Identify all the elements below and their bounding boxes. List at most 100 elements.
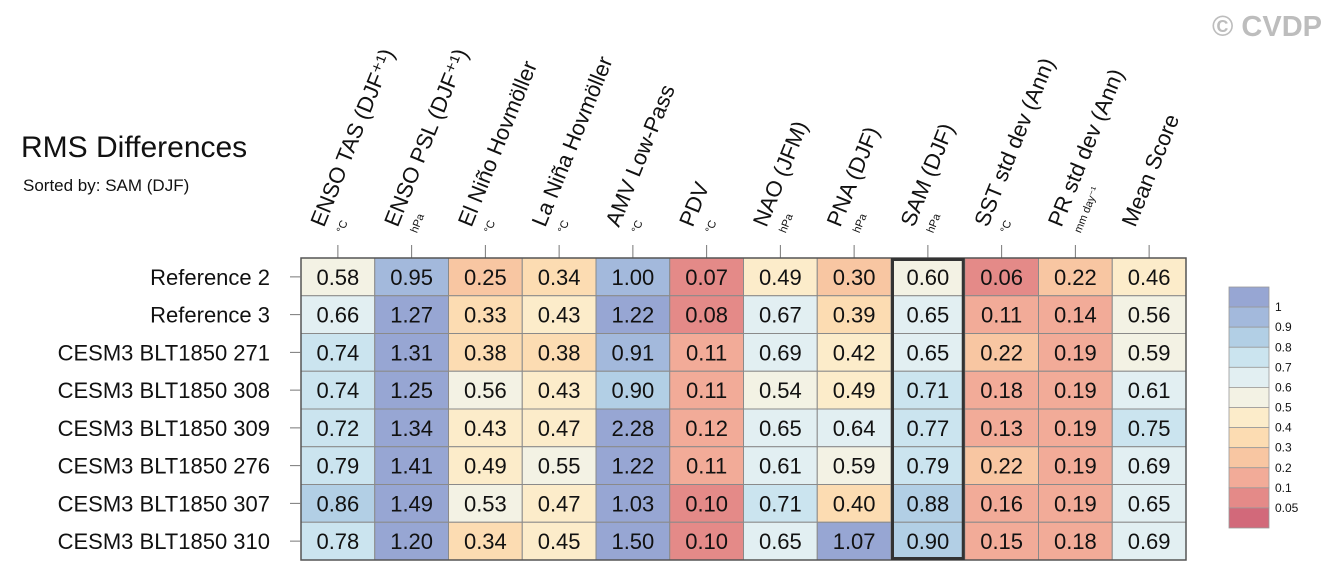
column-label: ENSO TAS (DJF⁺¹) [305, 45, 399, 230]
cell-value-label: 0.65 [906, 303, 949, 328]
colorbar-label: 0.2 [1275, 461, 1292, 475]
column-unit: °C [630, 219, 646, 235]
heatmap-cell [448, 446, 523, 485]
cell-value-label: 0.33 [464, 303, 507, 328]
cell-value-label: 0.22 [1054, 265, 1097, 290]
cell-value-label: 0.90 [611, 378, 654, 403]
highlighted-column-frame [891, 258, 965, 560]
heatmap-cell [1111, 295, 1187, 334]
cell-value-label: 0.79 [906, 454, 949, 479]
row-label: CESM3 BLT1850 271 [58, 340, 270, 365]
heatmap-cell [448, 484, 523, 523]
row-labels: Reference 2 Reference 3 CESM3 BLT1850 271 C… [58, 265, 301, 554]
heatmap-cell [669, 446, 744, 485]
cell-value-label: 0.34 [538, 265, 581, 290]
cell-value-label: 0.69 [759, 340, 802, 365]
column-label-group: NAO (JFM)hPa [748, 117, 813, 234]
cell-value-label: 0.78 [316, 529, 359, 554]
column-unit: hPa [851, 211, 870, 234]
heatmap-cell [964, 484, 1039, 523]
cell-value-label: 0.59 [833, 454, 876, 479]
cell-value-label: 0.71 [906, 378, 949, 403]
cell-value-label: 0.79 [316, 454, 359, 479]
cell-value-label: 0.69 [1128, 454, 1171, 479]
cell-value-label: 1.03 [611, 491, 654, 516]
column-unit: °C [335, 219, 351, 235]
cell-value-label: 1.41 [390, 454, 433, 479]
cell-value-label: 0.12 [685, 416, 728, 441]
column-labels: ENSO TAS (DJF⁺¹)°C ENSO PSL (DJF⁺¹)hPa El … [305, 45, 1184, 258]
heatmap-cell [1111, 446, 1187, 485]
heatmap-cell [448, 257, 523, 297]
cell-value-label: 0.65 [759, 416, 802, 441]
heatmap-cell [521, 295, 597, 334]
cell-value-label: 0.22 [980, 340, 1023, 365]
column-unit: °C [999, 219, 1015, 235]
cell-value-label: 0.61 [759, 454, 802, 479]
heatmap-cell [521, 521, 597, 561]
cell-value-label: 0.07 [685, 265, 728, 290]
column-label: La Niña Hovmöller [527, 53, 618, 230]
heatmap-cell [448, 295, 523, 334]
heatmap-cell [743, 257, 818, 297]
row-label: Reference 2 [150, 265, 270, 290]
heatmap-cell [1038, 370, 1113, 410]
cell-value-label: 0.18 [980, 378, 1023, 403]
colorbar-label: 0.4 [1275, 421, 1292, 435]
cell-value-label: 0.59 [1128, 340, 1171, 365]
cell-value-label: 0.47 [538, 491, 581, 516]
row-label: CESM3 BLT1850 309 [58, 416, 270, 441]
cell-value-label: 0.49 [464, 454, 507, 479]
heatmap-cell [816, 295, 892, 334]
cell-value-label: 0.75 [1128, 416, 1171, 441]
column-unit: °C [482, 219, 498, 235]
heatmap-cell [743, 446, 818, 485]
cell-value-label: 0.25 [464, 265, 507, 290]
cell-value-label: 1.31 [390, 340, 433, 365]
row-label: CESM3 BLT1850 276 [58, 454, 270, 479]
heatmap-cell [816, 408, 892, 448]
cell-value-label: 0.08 [685, 303, 728, 328]
cell-value-label: 0.34 [464, 529, 507, 554]
heatmap-cell [521, 257, 597, 297]
cell-value-label: 1.50 [611, 529, 654, 554]
heatmap-cell [890, 370, 966, 410]
colorbar-label: 0.8 [1275, 340, 1292, 354]
heatmap-cell [743, 295, 818, 334]
heatmap-cell [448, 370, 523, 410]
grid-frame [300, 257, 1187, 561]
cell-value-label: 1.34 [390, 416, 433, 441]
colorbar-label: 0.5 [1275, 401, 1292, 415]
colorbar-label: 0.3 [1275, 441, 1292, 455]
colorbar-label: 0.1 [1275, 481, 1292, 495]
cell-value-label: 0.19 [1054, 491, 1097, 516]
heatmap-cell [521, 484, 597, 523]
colorbar-swatch [1228, 487, 1270, 509]
cell-value-label: 0.15 [980, 529, 1023, 554]
column-unit: °C [556, 219, 572, 235]
heatmap-cell [374, 446, 449, 485]
chart-title: RMS Differences [21, 131, 247, 164]
row-label: CESM3 BLT1850 307 [58, 491, 270, 516]
heatmap-cell [669, 333, 744, 372]
cell-value-label: 0.43 [538, 303, 581, 328]
column-unit: hPa [409, 211, 428, 234]
cell-value-label: 0.49 [759, 265, 802, 290]
cell-value-label: 0.74 [316, 378, 359, 403]
heatmap-cell [816, 484, 892, 523]
heatmap-cell [669, 295, 744, 334]
heatmap-cell [374, 521, 449, 561]
cell-value-label: 0.53 [464, 491, 507, 516]
cell-value-label: 0.65 [1128, 491, 1171, 516]
cell-value-label: 0.19 [1054, 378, 1097, 403]
cell-value-label: 0.11 [686, 454, 727, 479]
cell-value-label: 1.00 [611, 265, 654, 290]
heatmap-cell [890, 295, 966, 334]
cell-value-label: 0.54 [759, 378, 802, 403]
colorbar-swatch [1228, 366, 1270, 388]
colorbar-label: 1 [1275, 300, 1282, 314]
heatmap-cell [1111, 521, 1187, 561]
column-unit: hPa [777, 211, 796, 234]
heatmap-cell [890, 408, 966, 448]
colorbar-swatch [1228, 326, 1270, 348]
